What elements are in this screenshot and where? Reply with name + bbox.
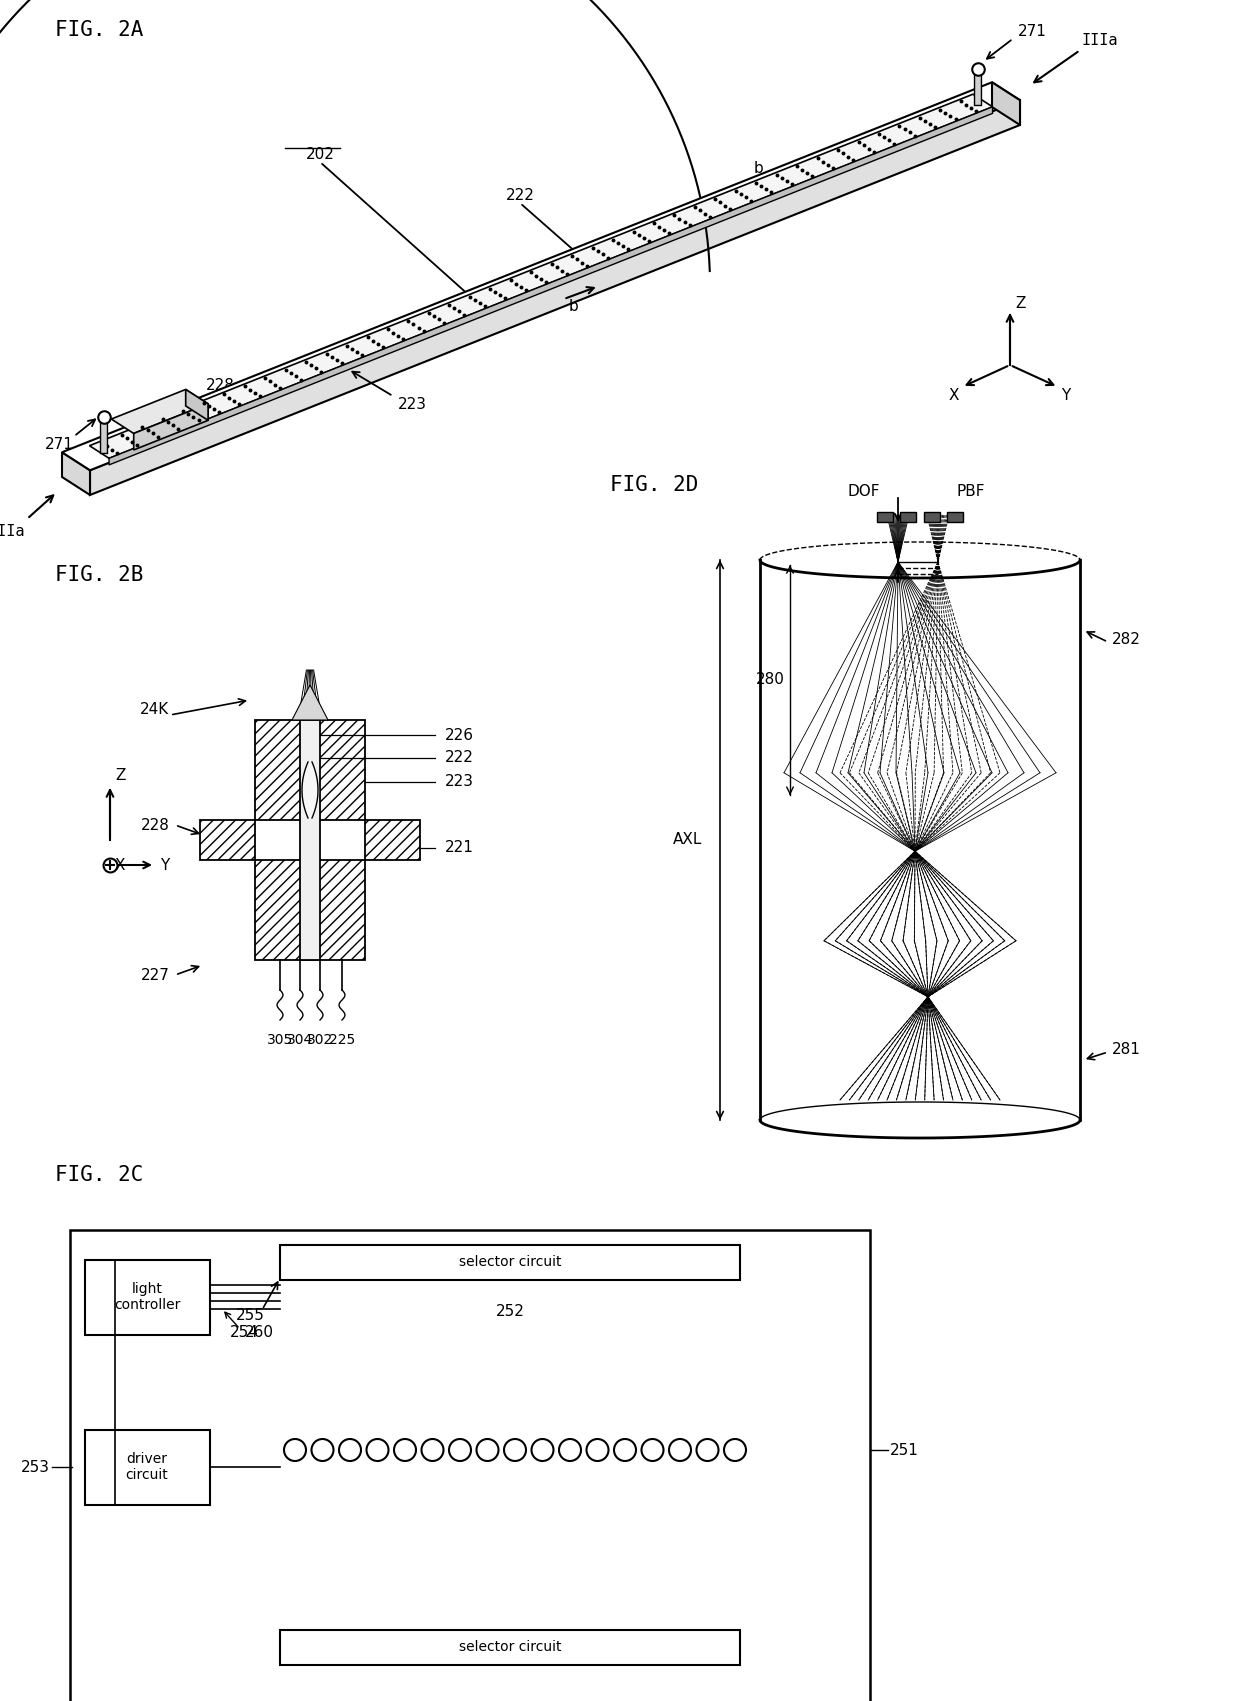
Circle shape bbox=[724, 1439, 746, 1461]
Circle shape bbox=[587, 1439, 609, 1461]
Text: selector circuit: selector circuit bbox=[459, 1640, 562, 1653]
Bar bbox=[300, 720, 320, 959]
Bar bbox=[365, 820, 420, 861]
Polygon shape bbox=[186, 390, 208, 420]
Text: FIG. 2A: FIG. 2A bbox=[55, 20, 144, 41]
Text: 24K: 24K bbox=[140, 703, 169, 718]
Text: 253: 253 bbox=[21, 1459, 50, 1475]
Text: 280: 280 bbox=[756, 672, 785, 687]
Bar bbox=[200, 820, 255, 861]
Circle shape bbox=[670, 1439, 691, 1461]
Text: 251: 251 bbox=[890, 1442, 919, 1458]
Bar bbox=[280, 1630, 740, 1665]
Polygon shape bbox=[112, 390, 208, 434]
Bar bbox=[86, 1431, 210, 1505]
Text: driver
circuit: driver circuit bbox=[125, 1453, 169, 1482]
Text: light
controller: light controller bbox=[114, 1283, 180, 1311]
Bar bbox=[255, 861, 365, 959]
Text: 228: 228 bbox=[206, 378, 234, 393]
Circle shape bbox=[367, 1439, 388, 1461]
Bar bbox=[900, 512, 916, 522]
Circle shape bbox=[339, 1439, 361, 1461]
Text: 223: 223 bbox=[398, 396, 428, 412]
Text: 226: 226 bbox=[445, 728, 474, 743]
Circle shape bbox=[422, 1439, 444, 1461]
Circle shape bbox=[394, 1439, 415, 1461]
Text: 271: 271 bbox=[45, 437, 73, 452]
Text: 302: 302 bbox=[306, 1033, 334, 1048]
Polygon shape bbox=[62, 82, 1021, 469]
Text: 281: 281 bbox=[1112, 1043, 1141, 1058]
Text: Y: Y bbox=[160, 857, 170, 873]
Circle shape bbox=[311, 1439, 334, 1461]
Polygon shape bbox=[91, 100, 1021, 495]
Text: 282: 282 bbox=[1112, 633, 1141, 648]
Text: PBF: PBF bbox=[956, 485, 985, 500]
Polygon shape bbox=[134, 403, 208, 451]
Bar bbox=[69, 1230, 870, 1701]
Text: 222: 222 bbox=[445, 750, 474, 765]
Text: 228: 228 bbox=[141, 818, 170, 832]
Text: 225: 225 bbox=[329, 1033, 355, 1048]
Text: 221: 221 bbox=[445, 840, 474, 856]
Circle shape bbox=[476, 1439, 498, 1461]
Circle shape bbox=[641, 1439, 663, 1461]
Circle shape bbox=[532, 1439, 553, 1461]
Polygon shape bbox=[291, 686, 329, 720]
Text: 223: 223 bbox=[445, 774, 474, 789]
Text: 254: 254 bbox=[229, 1325, 259, 1339]
Text: selector circuit: selector circuit bbox=[459, 1255, 562, 1269]
Text: FIG. 2C: FIG. 2C bbox=[55, 1165, 144, 1186]
Circle shape bbox=[697, 1439, 718, 1461]
Text: X: X bbox=[115, 857, 125, 873]
Text: FIG. 2D: FIG. 2D bbox=[610, 475, 698, 495]
Text: 227: 227 bbox=[141, 968, 170, 983]
Text: b: b bbox=[753, 162, 763, 177]
Bar bbox=[86, 1260, 210, 1335]
Text: DOF: DOF bbox=[847, 485, 880, 500]
Text: 304: 304 bbox=[286, 1033, 314, 1048]
Text: 260: 260 bbox=[246, 1325, 274, 1339]
Circle shape bbox=[503, 1439, 526, 1461]
Bar bbox=[280, 1245, 740, 1279]
Text: 202: 202 bbox=[305, 148, 335, 163]
Polygon shape bbox=[109, 107, 992, 464]
Text: Y: Y bbox=[1061, 388, 1070, 403]
Circle shape bbox=[284, 1439, 306, 1461]
Text: 252: 252 bbox=[496, 1305, 525, 1320]
Circle shape bbox=[614, 1439, 636, 1461]
Bar bbox=[947, 512, 963, 522]
Text: Z: Z bbox=[115, 767, 125, 782]
Text: FIG. 2B: FIG. 2B bbox=[55, 565, 144, 585]
Text: IIIa: IIIa bbox=[1081, 32, 1118, 48]
Text: 255: 255 bbox=[236, 1308, 265, 1322]
Circle shape bbox=[449, 1439, 471, 1461]
Text: IIIa: IIIa bbox=[0, 524, 25, 539]
Text: X: X bbox=[949, 388, 960, 403]
Text: 222: 222 bbox=[506, 187, 534, 202]
Text: 305: 305 bbox=[267, 1033, 293, 1048]
Bar bbox=[877, 512, 893, 522]
Text: 271: 271 bbox=[1018, 24, 1047, 39]
Text: AXL: AXL bbox=[672, 832, 702, 847]
Circle shape bbox=[559, 1439, 582, 1461]
Text: Z: Z bbox=[1016, 296, 1025, 311]
Polygon shape bbox=[62, 452, 91, 495]
Polygon shape bbox=[89, 94, 992, 458]
Bar bbox=[255, 720, 365, 820]
Bar bbox=[924, 512, 940, 522]
Text: b: b bbox=[569, 299, 579, 313]
Polygon shape bbox=[992, 82, 1021, 124]
